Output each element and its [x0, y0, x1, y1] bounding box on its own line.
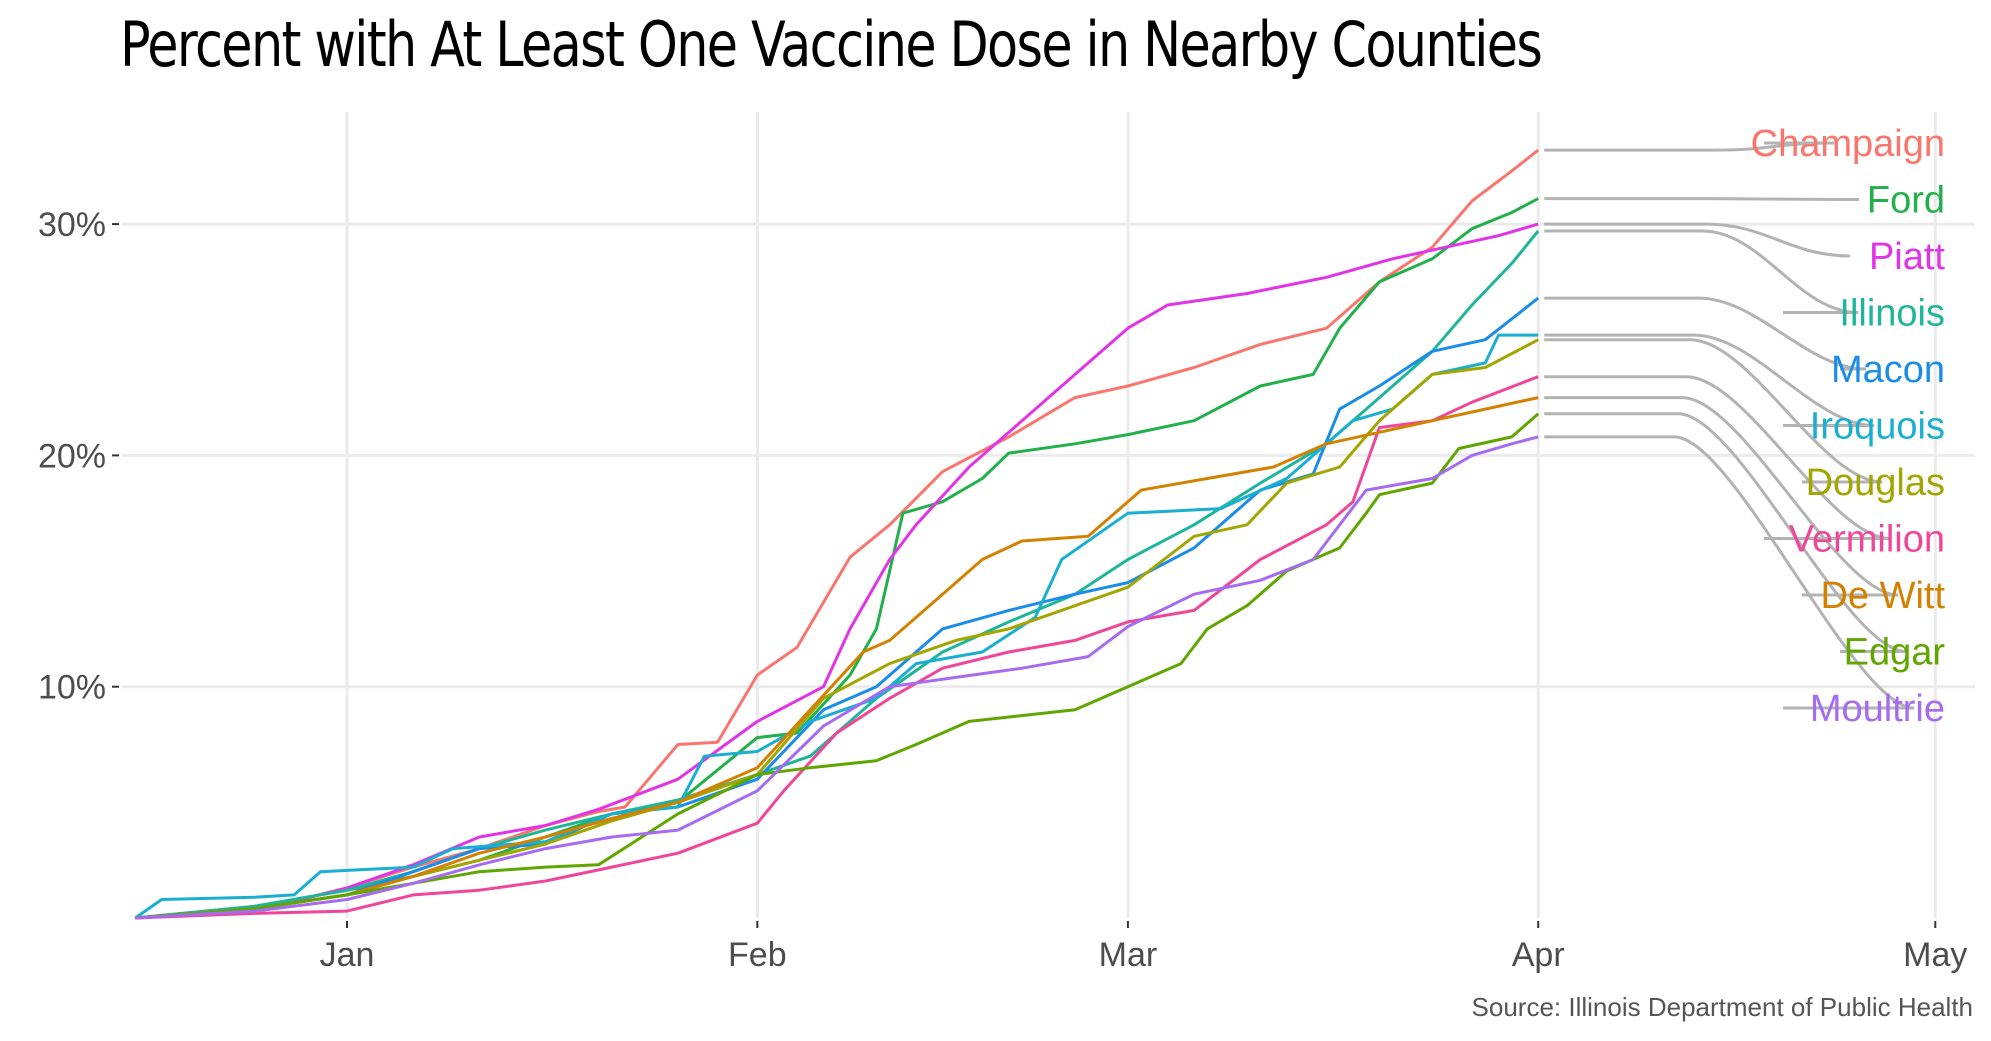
series-line-macon: [135, 296, 1540, 920]
series-lines: [134, 148, 1540, 920]
label-leader-line: [1544, 396, 1899, 597]
series-label-moultrie: Moultrie: [1810, 688, 1945, 730]
series-line-ford: [135, 197, 1539, 920]
series-label-de-witt: De Witt: [1820, 575, 1945, 617]
series-label-piatt: Piatt: [1869, 236, 1945, 278]
series-label-edgar: Edgar: [1844, 632, 1946, 674]
series-line-edgar: [135, 412, 1540, 920]
gridlines: [122, 112, 1975, 918]
series-line-piatt: [135, 222, 1539, 920]
series-line-moultrie: [135, 435, 1539, 920]
label-leaders: [1544, 141, 1915, 710]
x-tick-label: Jan: [320, 936, 375, 974]
x-tick-label: Mar: [1099, 936, 1158, 974]
series-labels: Champaign Ford Piatt Illinois Macon Iroquois D…: [1751, 123, 1946, 730]
label-leader-line: [1544, 229, 1859, 314]
series-line-douglas: [135, 338, 1539, 920]
series-label-douglas: Douglas: [1806, 462, 1945, 504]
label-leader-line: [1544, 338, 1883, 484]
series-label-iroquois: Iroquois: [1810, 406, 1945, 448]
series-label-illinois: Illinois: [1839, 293, 1945, 335]
y-tick-label: 30%: [38, 206, 106, 244]
x-tick-label: May: [1903, 936, 1967, 974]
series-label-ford: Ford: [1867, 180, 1945, 222]
x-tick-label: Feb: [728, 936, 787, 974]
series-line-iroquois: [134, 333, 1539, 920]
label-leader-line: [1544, 222, 1851, 258]
source-caption: Source: Illinois Department of Public He…: [1471, 992, 1973, 1022]
series-line-de-witt: [135, 396, 1539, 920]
y-tick-label: 10%: [38, 669, 106, 707]
label-leader-line: [1544, 296, 1867, 371]
label-leader-line: [1544, 412, 1907, 653]
axes: 10% 20% 30% Jan Feb Mar Apr May: [38, 206, 1967, 974]
label-leader-line: [1544, 197, 1859, 201]
label-leader-line: [1544, 141, 1835, 152]
series-label-vermilion: Vermilion: [1789, 519, 1945, 561]
x-tick-label: Apr: [1512, 936, 1565, 974]
label-leader-line: [1544, 333, 1875, 427]
label-leader-line: [1544, 375, 1891, 540]
series-label-macon: Macon: [1831, 349, 1945, 391]
label-leader-line: [1544, 435, 1915, 710]
series-label-champaign: Champaign: [1751, 123, 1945, 165]
chart-title: Percent with At Least One Vaccine Dose i…: [120, 8, 1543, 81]
y-tick-label: 20%: [38, 437, 106, 475]
